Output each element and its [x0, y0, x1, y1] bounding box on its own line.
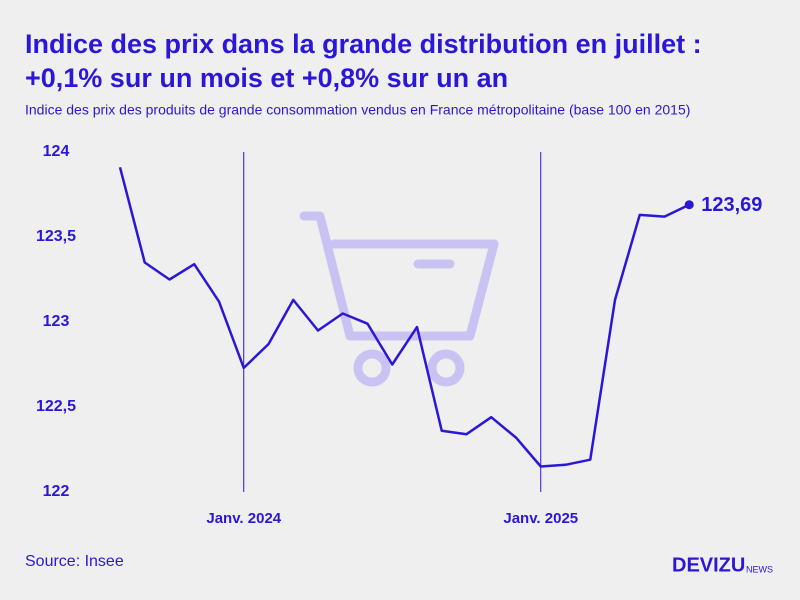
- chart-subtitle: Indice des prix des produits de grande c…: [25, 102, 690, 118]
- y-tick-label: 122: [43, 483, 70, 500]
- line: [118, 166, 690, 468]
- source: Source: Insee: [25, 553, 124, 570]
- x-tick-label: Janv. 2025: [503, 510, 578, 527]
- x-tick-label: Janv. 2024: [206, 510, 281, 527]
- chart-title: Indice des prix dans la grande distribut…: [25, 29, 702, 59]
- y-tick-label: 123: [43, 313, 70, 330]
- y-tick-label: 124: [43, 143, 70, 160]
- end-point: [684, 200, 694, 210]
- chart-title: +0,1% sur un mois et +0,8% sur un an: [25, 63, 508, 93]
- value-label: 123,69: [701, 194, 762, 216]
- y-tick-label: 122,5: [36, 398, 76, 415]
- y-tick-label: 123,5: [36, 228, 76, 245]
- logo: NEWS: [746, 564, 773, 574]
- logo: DEVIZU: [672, 554, 745, 576]
